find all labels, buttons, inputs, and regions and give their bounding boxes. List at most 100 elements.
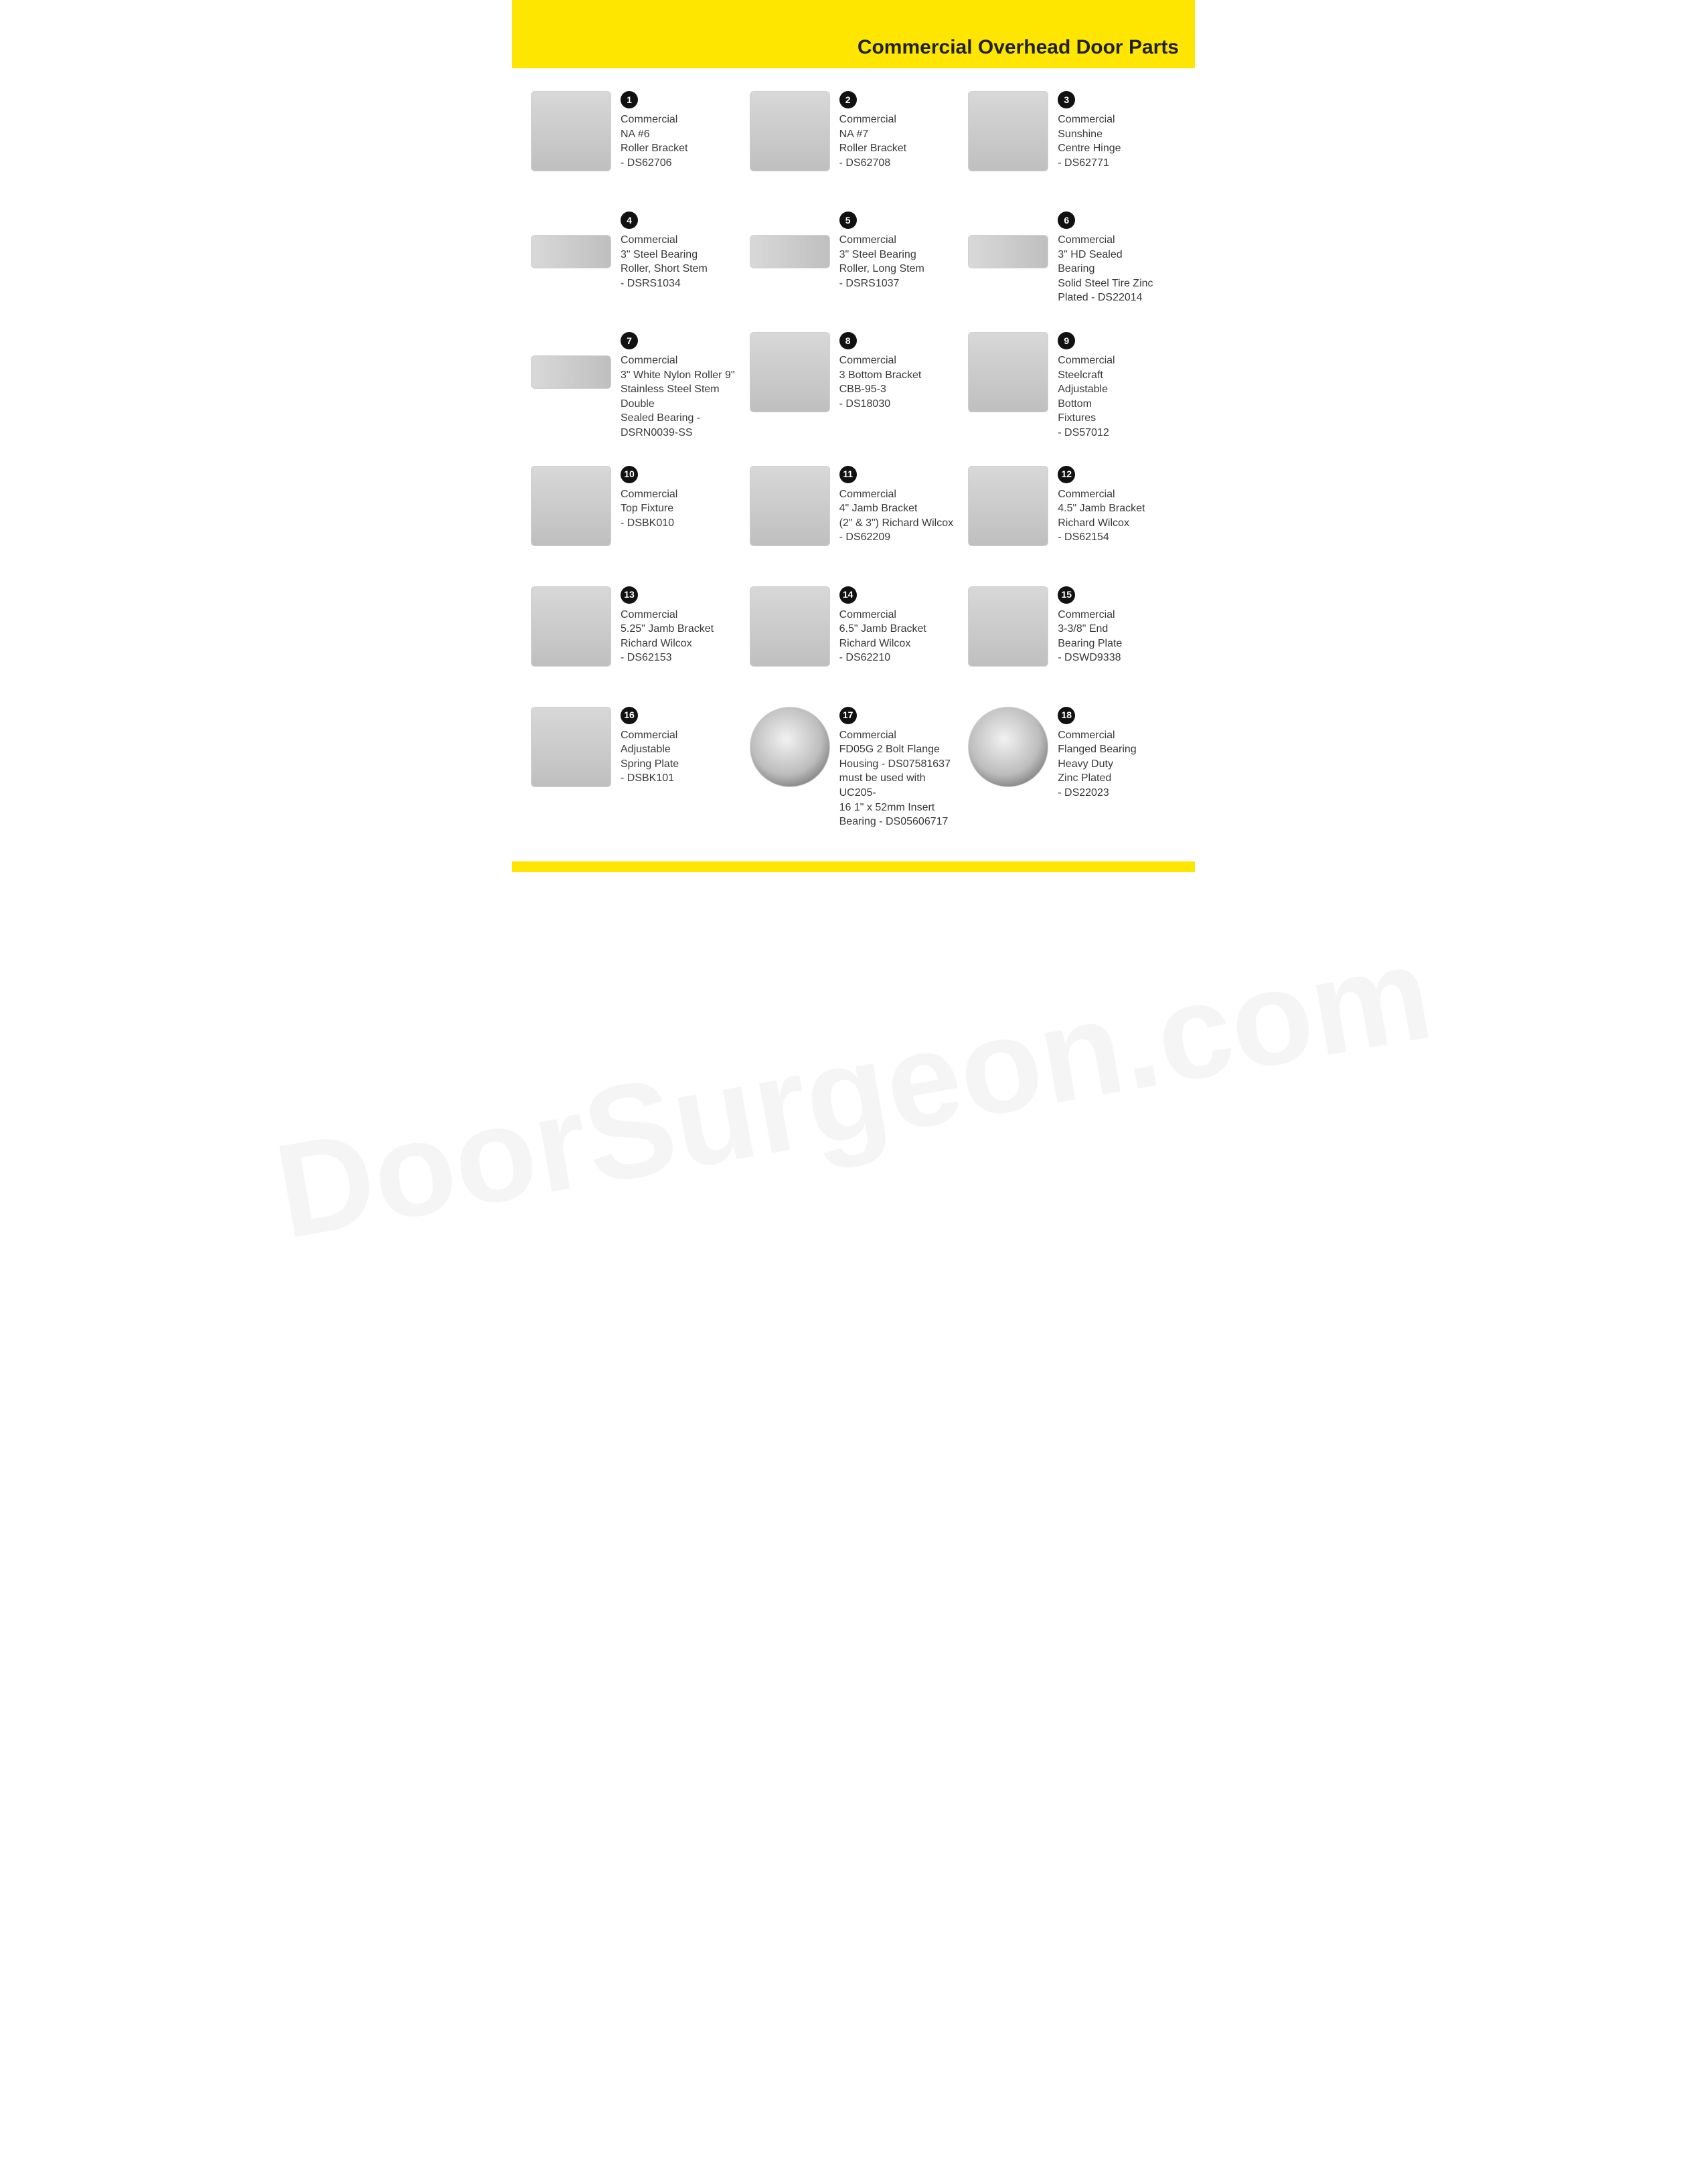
part-item: 8Commercial3 Bottom BracketCBB-95-3- DS1… — [744, 325, 963, 459]
part-text: 18 CommercialFlanged BearingHeavy DutyZin… — [1051, 707, 1136, 801]
part-image — [968, 586, 1048, 667]
part-desc-line: Roller, Short Stem — [621, 262, 708, 276]
part-image — [968, 91, 1048, 171]
part-item: 9CommercialSteelcraftAdjustableBottomFix… — [963, 325, 1182, 459]
part-text: 17CommercialFD05G 2 Bolt FlangeHousing -… — [833, 707, 958, 829]
part-desc-line: Commercial — [1058, 112, 1121, 127]
part-desc-line: Commercial — [1058, 728, 1136, 743]
part-image — [968, 707, 1048, 787]
part-desc-line: 6.5" Jamb Bracket — [839, 622, 926, 637]
part-text: 6 Commercial3" HD SealedBearingSolid Stee… — [1051, 212, 1153, 305]
part-number-badge: 5 — [839, 212, 857, 229]
part-desc-line: - DS62771 — [1058, 156, 1121, 171]
part-image — [531, 235, 611, 268]
part-desc-line: 3" HD Sealed — [1058, 248, 1153, 262]
part-text: 5 Commercial3" Steel BearingRoller, Long … — [833, 212, 924, 290]
part-desc-line: Commercial — [1058, 233, 1153, 248]
part-number-badge: 15 — [1058, 586, 1075, 604]
part-desc-line: Spring Plate — [621, 757, 679, 772]
part-desc-line: 4" Jamb Bracket — [839, 501, 954, 516]
part-number-badge: 17 — [839, 707, 857, 724]
part-desc-line: Commercial — [621, 608, 714, 622]
part-image — [750, 466, 830, 546]
part-item: 12Commercial4.5" Jamb BracketRichard Wil… — [963, 459, 1182, 580]
part-desc-line: Adjustable — [1058, 382, 1115, 397]
header-accent-bar — [512, 0, 1195, 27]
part-desc-line: Solid Steel Tire Zinc — [1058, 276, 1153, 291]
part-desc-line: Commercial — [839, 353, 922, 368]
part-desc-line: - DSRS1034 — [621, 276, 708, 291]
part-desc-line: Zinc Plated — [1058, 771, 1136, 786]
part-number-badge: 16 — [621, 707, 638, 724]
part-desc-line: Richard Wilcox — [839, 637, 926, 651]
part-text: 7Commercial3" White Nylon Roller 9"Stain… — [614, 332, 739, 440]
part-desc-line: - DS62154 — [1058, 530, 1145, 545]
part-desc-line: Heavy Duty — [1058, 757, 1136, 772]
part-desc-line: - DS62209 — [839, 530, 954, 545]
part-desc-line: 3" White Nylon Roller 9" — [621, 368, 739, 383]
part-desc-line: Commercial — [621, 233, 708, 248]
part-desc-line: Commercial — [621, 487, 677, 502]
part-item: 3CommercialSunshineCentre Hinge- DS62771 — [963, 84, 1182, 205]
part-desc-line: Commercial — [839, 728, 958, 743]
part-desc-line: Roller Bracket — [621, 141, 687, 156]
part-number-badge: 6 — [1058, 212, 1075, 229]
part-number-badge: 1 — [621, 91, 638, 108]
part-item: 6 Commercial3" HD SealedBearingSolid Stee… — [963, 205, 1182, 325]
part-desc-line: Commercial — [839, 233, 924, 248]
part-text: 10CommercialTop Fixture- DSBK010 — [614, 466, 677, 531]
part-desc-line: - DS62153 — [621, 651, 714, 665]
page-title: Commercial Overhead Door Parts — [528, 36, 1179, 59]
part-number-badge: 18 — [1058, 707, 1075, 724]
part-item: 11Commercial4" Jamb Bracket(2" & 3") Ric… — [744, 459, 963, 580]
part-desc-line: - DSBK101 — [621, 771, 679, 786]
part-desc-line: 3-3/8" End — [1058, 622, 1122, 637]
part-item: 17CommercialFD05G 2 Bolt FlangeHousing -… — [744, 700, 963, 848]
part-image — [968, 235, 1048, 268]
part-desc-line: Commercial — [839, 487, 954, 502]
part-desc-line: Housing - DS07581637 — [839, 757, 958, 772]
part-desc-line: 3" Steel Bearing — [839, 248, 924, 262]
part-desc-line: NA #6 — [621, 127, 687, 142]
title-bar: Commercial Overhead Door Parts — [512, 27, 1195, 68]
part-text: 4Commercial3" Steel BearingRoller, Short… — [614, 212, 708, 290]
part-desc-line: Flanged Bearing — [1058, 742, 1136, 757]
part-desc-line: must be used with UC205- — [839, 771, 958, 800]
part-item: 1CommercialNA #6Roller Bracket- DS62706 — [525, 84, 744, 205]
part-image — [750, 91, 830, 171]
part-desc-line: (2" & 3") Richard Wilcox — [839, 516, 954, 531]
part-image — [531, 586, 611, 667]
footer-accent-bar — [512, 861, 1195, 872]
part-text: 11Commercial4" Jamb Bracket(2" & 3") Ric… — [833, 466, 954, 545]
part-item: 10CommercialTop Fixture- DSBK010 — [525, 459, 744, 580]
part-desc-line: - DS62706 — [621, 156, 687, 171]
part-text: 9CommercialSteelcraftAdjustableBottomFix… — [1051, 332, 1115, 440]
part-desc-line: Roller Bracket — [839, 141, 906, 156]
parts-grid: 1CommercialNA #6Roller Bracket- DS627062… — [512, 68, 1195, 855]
part-desc-line: Richard Wilcox — [1058, 516, 1145, 531]
part-desc-line: Commercial — [621, 353, 739, 368]
part-desc-line: Commercial — [839, 112, 906, 127]
part-image — [531, 466, 611, 546]
part-number-badge: 3 — [1058, 91, 1075, 108]
part-desc-line: - DSBK010 — [621, 516, 677, 531]
part-desc-line: Roller, Long Stem — [839, 262, 924, 276]
part-desc-line: Bearing — [1058, 262, 1153, 276]
part-desc-line: - DS62708 — [839, 156, 906, 171]
part-text: 15Commercial3-3/8" EndBearing Plate- DSW… — [1051, 586, 1122, 665]
part-desc-line: Sunshine — [1058, 127, 1121, 142]
part-number-badge: 12 — [1058, 466, 1075, 483]
part-image — [750, 235, 830, 268]
part-number-badge: 2 — [839, 91, 857, 108]
part-image — [750, 332, 830, 412]
part-number-badge: 7 — [621, 332, 638, 349]
part-desc-line: Steelcraft — [1058, 368, 1115, 383]
part-item: 7Commercial3" White Nylon Roller 9"Stain… — [525, 325, 744, 459]
part-desc-line: Fixtures — [1058, 411, 1115, 426]
part-desc-line: Richard Wilcox — [621, 637, 714, 651]
part-desc-line: Top Fixture — [621, 501, 677, 516]
part-item: 15Commercial3-3/8" EndBearing Plate- DSW… — [963, 580, 1182, 700]
part-number-badge: 9 — [1058, 332, 1075, 349]
part-desc-line: Commercial — [621, 728, 679, 743]
part-desc-line: Commercial — [1058, 608, 1122, 622]
